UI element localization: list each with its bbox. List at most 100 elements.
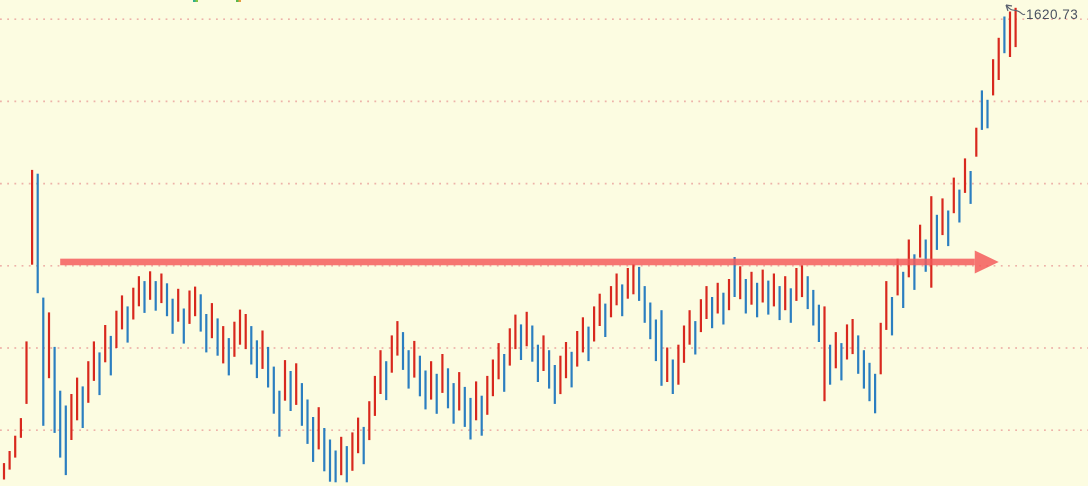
price-bar [137, 276, 140, 307]
price-bar [688, 310, 691, 345]
price-bar [177, 288, 180, 322]
price-bar [36, 173, 39, 294]
price-bar [216, 318, 219, 356]
price-bar [907, 239, 910, 278]
price-bar [868, 362, 871, 402]
price-bar [902, 271, 905, 308]
price-bar [115, 310, 118, 348]
price-bar [250, 326, 253, 365]
price-bar [430, 361, 433, 400]
top-edge-speck [193, 0, 196, 2]
price-bar [480, 395, 483, 436]
price-bar [756, 282, 759, 318]
arrow-head [974, 250, 999, 274]
price-bar [761, 269, 764, 303]
price-bar [587, 326, 590, 362]
price-bar [778, 286, 781, 321]
price-bar [1008, 11, 1012, 57]
price-bar [789, 288, 792, 323]
price-bar [840, 343, 843, 381]
price-bar [890, 297, 894, 336]
price-bar [340, 436, 343, 476]
price-bar [935, 214, 938, 250]
price-bar [98, 352, 101, 396]
price-bar [682, 325, 686, 363]
price-bar [660, 310, 663, 386]
price-bar [536, 344, 539, 382]
top-edge-speck [195, 0, 198, 2]
price-bar [463, 386, 466, 427]
price-bar [19, 418, 22, 438]
price-bar [104, 325, 107, 363]
price-bar [441, 354, 444, 393]
price-bar [238, 309, 242, 345]
price-bar [143, 281, 146, 313]
price-bar [227, 338, 230, 376]
price-bar [975, 127, 978, 157]
price-bar [233, 321, 236, 357]
price-bar [255, 340, 258, 379]
price-bar [919, 224, 922, 258]
price-bar [261, 330, 264, 369]
price-bar [638, 266, 641, 301]
price-bar [958, 189, 961, 223]
price-bar [328, 439, 332, 482]
price-bar [576, 331, 579, 367]
trend-arrow-annotation[interactable] [60, 250, 999, 274]
price-bar [53, 346, 56, 433]
price-bar [289, 371, 292, 411]
price-bar [913, 254, 916, 290]
gridlines [0, 18, 1088, 432]
price-bar [750, 271, 753, 305]
price-bar [593, 306, 596, 342]
price-bar [699, 299, 702, 333]
arrow-shaft [60, 258, 975, 266]
clipped-ui-fragments [193, 0, 241, 2]
price-bar [980, 90, 983, 130]
price-bar [862, 350, 865, 389]
price-bar [874, 373, 877, 414]
price-bar [519, 324, 523, 360]
price-bar [744, 279, 747, 314]
price-bar [992, 59, 995, 96]
price-bar [132, 287, 135, 320]
price-bar [671, 359, 674, 394]
price-bar [666, 347, 669, 382]
price-bar [210, 303, 213, 339]
price-bar [413, 340, 416, 378]
price-bar [435, 373, 438, 414]
price-bar [879, 322, 882, 375]
price-bar [727, 279, 731, 311]
price-bar [188, 290, 191, 324]
price-bar [171, 298, 174, 334]
price-bar [418, 355, 421, 397]
price-bar [149, 271, 152, 300]
price-bar [205, 314, 208, 353]
price-bar [857, 335, 860, 374]
price-bar [458, 372, 461, 411]
price-bar [47, 312, 51, 379]
price-bar [570, 351, 573, 388]
price-bar [947, 210, 950, 247]
price-bar [379, 350, 382, 394]
price-bar [772, 273, 775, 307]
price-bar [244, 314, 247, 350]
price-bar [553, 365, 556, 404]
price-bar [508, 328, 511, 366]
price-bar [969, 171, 972, 204]
price-bar [475, 381, 478, 421]
price-bar [491, 359, 494, 397]
price-bar [357, 417, 360, 454]
price-bar [643, 286, 646, 323]
price-bar [81, 386, 84, 428]
price-bar [739, 266, 742, 300]
price-bar [604, 303, 607, 337]
price-bar [64, 405, 67, 476]
price-bar [272, 366, 275, 414]
price-bar [632, 264, 635, 295]
price-bar [160, 273, 163, 304]
top-edge-speck [238, 0, 241, 2]
price-bar [469, 397, 472, 440]
